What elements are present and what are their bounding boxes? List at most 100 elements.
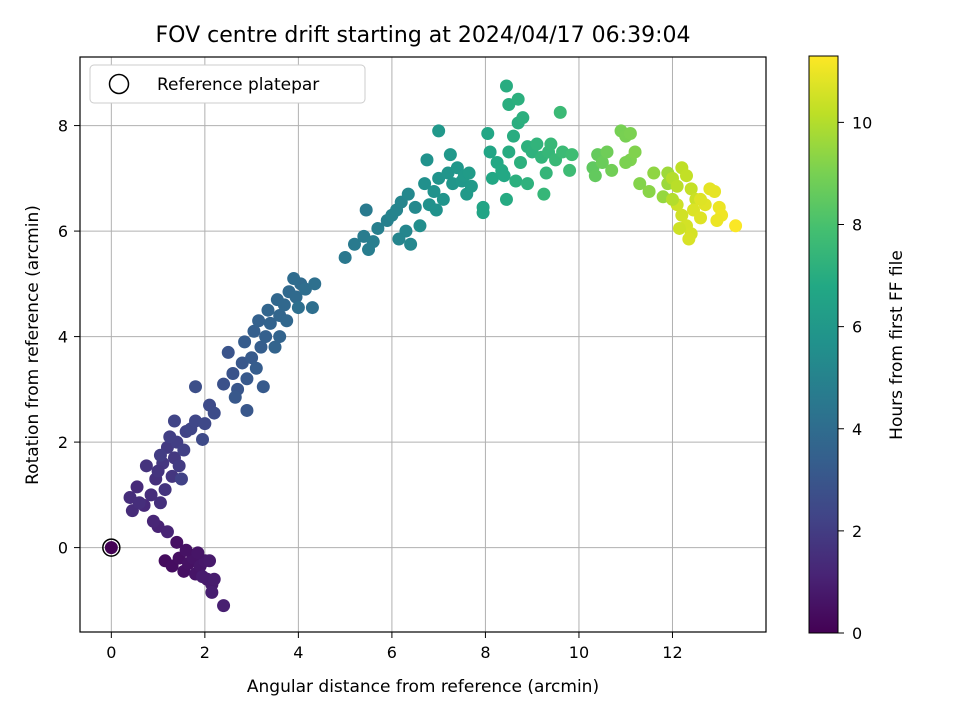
data-point [174,472,188,486]
y-axis-ticks: 0 2 4 6 8 [58,117,80,558]
data-point [392,232,406,246]
colorbar-tick-label: 0 [852,624,862,643]
data-point [605,163,619,177]
data-point [191,546,205,560]
data-point [263,316,277,330]
data-point [539,166,553,180]
data-point [305,301,319,315]
colorbar-tick-label: 2 [852,522,862,541]
data-point [240,403,254,417]
data-point [308,277,322,291]
data-point [207,406,221,420]
data-point [247,324,261,338]
data-point [513,156,527,170]
x-axis-ticks: 0 2 4 6 8 10 12 [106,632,683,662]
data-point [104,541,118,555]
data-point [189,380,203,394]
data-point [287,272,301,286]
data-point [404,237,418,251]
data-point [633,177,647,191]
data-point [588,169,602,183]
data-point [684,182,698,196]
data-point [172,459,186,473]
data-point [130,480,144,494]
data-point [228,390,242,404]
data-point [144,488,158,502]
data-point [245,351,259,365]
data-point [418,177,432,191]
data-point [521,177,535,191]
data-point [462,166,476,180]
data-point [436,192,450,206]
data-point [408,200,422,214]
reference-platepar-marker [102,538,121,557]
data-point [670,179,684,193]
data-point [511,92,525,106]
data-point [177,443,191,457]
data-point [291,301,305,315]
data-point [497,169,511,183]
data-point [672,221,686,235]
data-point [160,525,174,539]
data-point [563,163,577,177]
reference-marker [102,538,121,557]
data-point [254,340,268,354]
data-point [261,303,275,317]
data-point [647,166,661,180]
colorbar-tick-label: 8 [852,216,862,235]
x-axis-label: Angular distance from reference (arcmin) [247,677,599,697]
data-point [476,206,490,220]
data-point [499,192,513,206]
data-point [694,211,708,225]
data-point [537,187,551,201]
legend-box [89,64,366,104]
colorbar-tick-label: 10 [852,113,872,132]
data-point [464,179,478,193]
data-point [710,214,724,228]
legend-open-circle-icon [108,73,130,95]
x-tick-label: 2 [200,643,210,662]
data-point [207,572,221,586]
data-point [502,145,516,159]
data-point [259,330,273,344]
data-point [146,514,160,528]
data-point [179,543,193,557]
data-point [289,290,303,304]
data-point [170,535,184,549]
data-point [359,203,373,217]
data-point [256,380,270,394]
data-point [203,554,217,568]
data-point [132,496,146,510]
data-point [619,156,633,170]
legend-label: Reference platepar [157,75,319,95]
data-point [509,174,523,188]
y-tick-label: 0 [58,539,68,558]
data-point [595,156,609,170]
data-point [682,232,696,246]
data-point [252,314,266,328]
data-point [158,483,172,497]
data-point [280,314,294,328]
data-point [196,432,210,446]
scatter-points [104,79,743,613]
data-point [729,219,743,233]
data-point [413,219,427,233]
x-tick-label: 4 [293,643,303,662]
data-point [499,79,513,93]
data-point [429,203,443,217]
data-point [217,377,231,391]
data-point [506,129,520,143]
data-point [432,124,446,138]
data-point [238,335,252,349]
data-point [226,367,240,381]
data-point [553,105,567,119]
data-point [268,340,282,354]
data-point [675,208,689,222]
plot-frame [79,56,767,633]
data-point [516,111,530,125]
y-tick-label: 8 [58,117,68,136]
colorbar-ticks: 0 2 4 6 8 10 [838,113,872,643]
data-point [600,145,614,159]
colorbar-label: Hours from first FF file [887,250,907,440]
